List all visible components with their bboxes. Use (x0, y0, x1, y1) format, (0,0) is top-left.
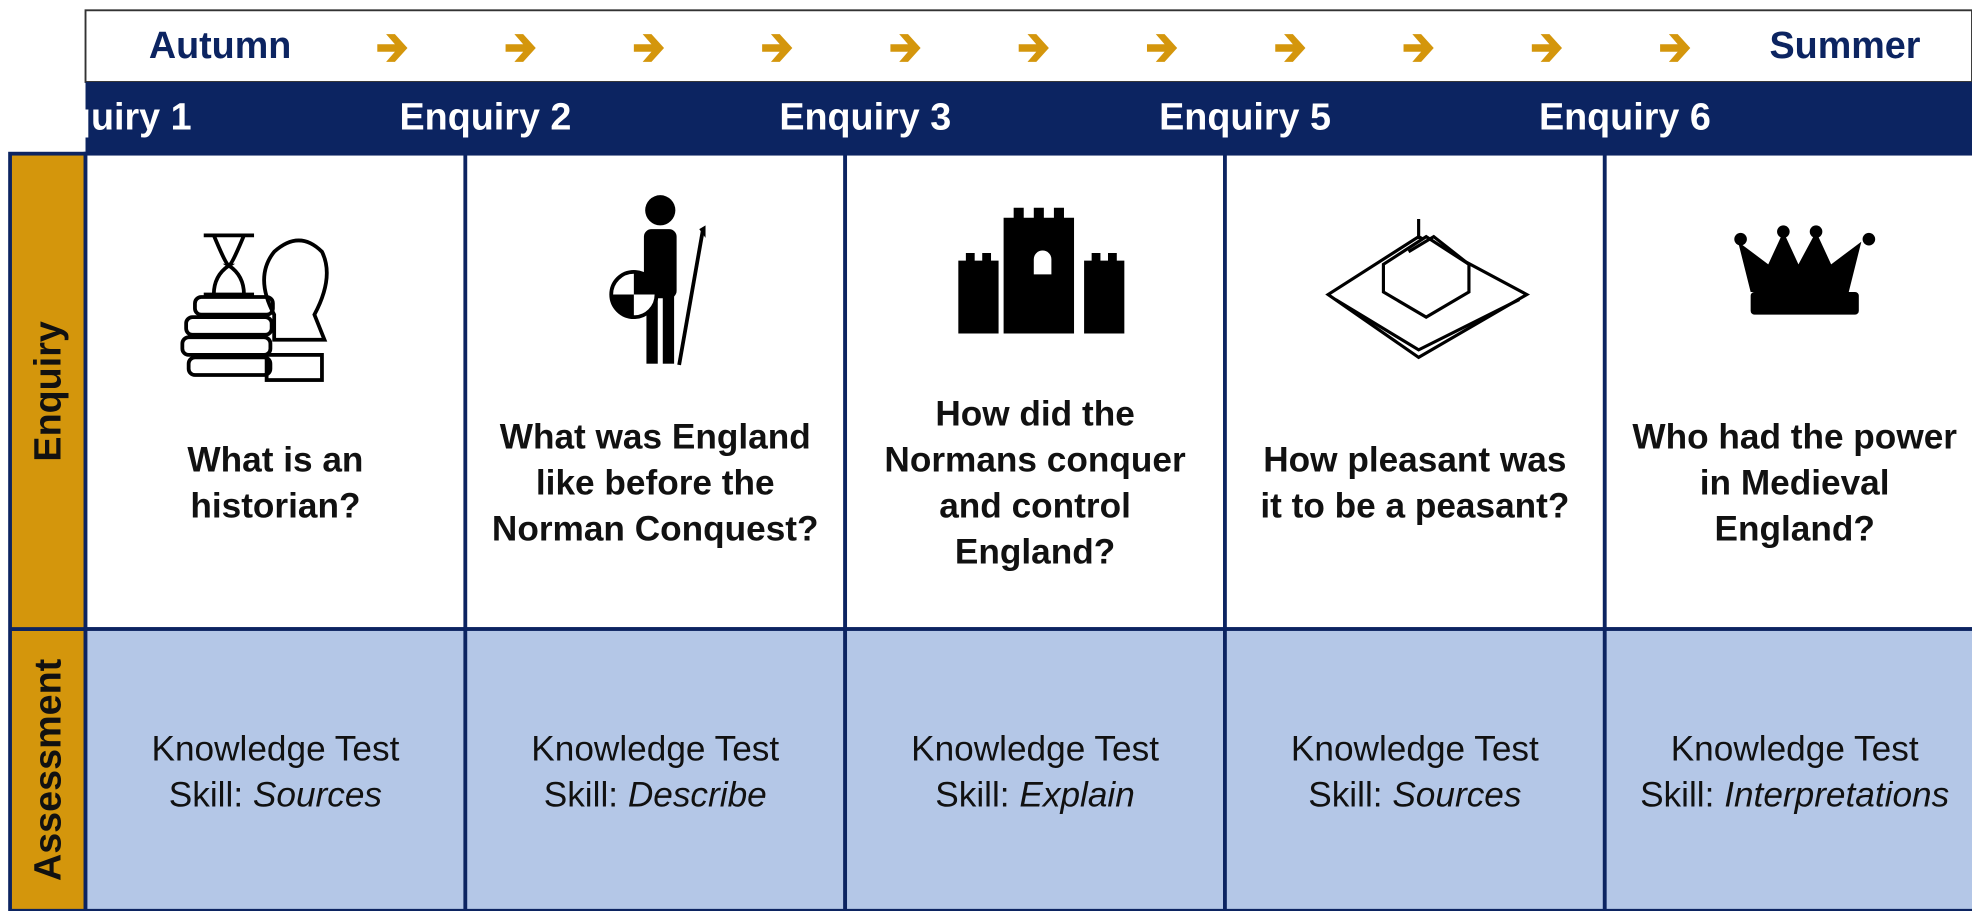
skill: Sources (253, 776, 382, 815)
arrow (633, 34, 665, 62)
skill-line: Skill: Interpretations (1640, 776, 1949, 815)
row-label: Enquiry (26, 321, 68, 461)
column-title: Enquiry 3 (779, 96, 951, 138)
question-line: What is an (187, 440, 363, 479)
icon-crown (1734, 225, 1876, 315)
icon-castle (958, 207, 1125, 334)
skill-label: Skill: (1308, 776, 1382, 815)
question-line: and control (939, 486, 1131, 525)
question-line: England? (955, 532, 1115, 571)
skill-line: Skill: Sources (1308, 776, 1521, 815)
question-line: How did the (935, 394, 1134, 433)
question-line: Normans conquer (884, 440, 1186, 479)
term-start: Autumn (149, 24, 291, 66)
arrow (890, 34, 921, 62)
enquiry-cell (1223, 151, 1607, 631)
arrow (1146, 34, 1178, 62)
arrow (1403, 34, 1434, 62)
question-line: like before the (536, 463, 775, 502)
assessment-cell (1223, 627, 1607, 911)
arrow (1018, 34, 1049, 62)
arrow (762, 34, 793, 62)
question-line: historian? (190, 486, 360, 525)
skill-line: Skill: Describe (544, 776, 767, 815)
assessment: Knowledge Test (1671, 729, 1919, 768)
question-line: England? (1714, 509, 1874, 548)
question-line: Who had the power (1632, 417, 1957, 456)
arrow (1275, 34, 1306, 62)
skill-label: Skill: (169, 776, 243, 815)
skill-label: Skill: (1640, 776, 1714, 815)
assessment: Knowledge Test (911, 729, 1159, 768)
assessment: Knowledge Test (1291, 729, 1539, 768)
skill-line: Skill: Explain (935, 776, 1135, 815)
term-end: Summer (1770, 24, 1921, 66)
arrow (377, 34, 408, 62)
arrow (1660, 34, 1691, 62)
skill: Describe (628, 776, 767, 815)
columns: Enquiry 1 What is an historian? Knowledge T… (20, 34, 1972, 911)
arrow (1531, 34, 1563, 62)
column-title: Enquiry 2 (400, 96, 572, 138)
icon-knight (609, 195, 706, 366)
icon-cottage (1325, 219, 1531, 360)
header-band (85, 81, 1972, 154)
column-title: Enquiry 1 (20, 96, 192, 138)
assessment: Knowledge Test (151, 729, 399, 768)
assessment-cell (1602, 627, 1972, 911)
skill-line: Skill: Sources (169, 776, 382, 815)
skill: Sources (1392, 776, 1521, 815)
icon-historian (180, 233, 329, 382)
enquiry-cell (83, 151, 468, 631)
skill: Explain (1019, 776, 1134, 815)
column-title: Enquiry 6 (1539, 96, 1711, 138)
assessment-cell (843, 627, 1227, 911)
row-label: Assessment (26, 658, 68, 881)
question-line: How pleasant was (1263, 440, 1566, 479)
skill-label: Skill: (935, 776, 1009, 815)
assessment: Knowledge Test (531, 729, 779, 768)
column-title: Enquiry 5 (1159, 96, 1331, 138)
skill-label: Skill: (544, 776, 618, 815)
question-line: Norman Conquest? (492, 509, 819, 548)
question-line: What was England (500, 417, 811, 456)
assessment-cell (83, 627, 468, 911)
arrow (505, 34, 536, 62)
assessment-cell (463, 627, 848, 911)
enquiry-cell (1602, 151, 1972, 631)
skill: Interpretations (1724, 776, 1949, 815)
enquiry-cell (463, 151, 848, 631)
question-line: in Medieval (1700, 463, 1890, 502)
question-line: it to be a peasant? (1260, 486, 1569, 525)
